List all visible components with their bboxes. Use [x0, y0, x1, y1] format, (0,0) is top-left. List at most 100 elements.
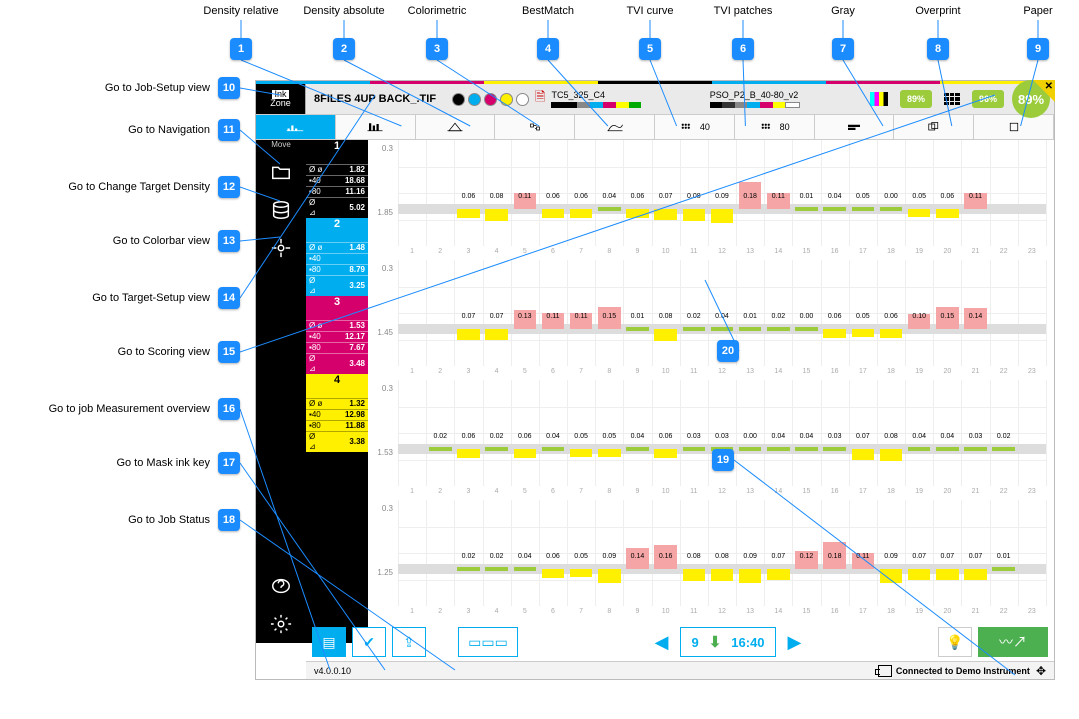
ink-block-1[interactable]: Ø ø1.82▪4018.68▪8011.16Ø ⊿5.02	[306, 158, 368, 218]
callout-num-3: 3	[426, 38, 448, 60]
callout-label-9: Paper	[988, 5, 1079, 17]
cmyk-icon	[870, 92, 888, 106]
view-tabs: 4080	[256, 114, 1054, 140]
ink-header-2: 2	[306, 218, 368, 236]
tab-gray[interactable]	[815, 115, 895, 139]
callout-label-6: TVI patches	[693, 5, 793, 17]
callout-num-8: 8	[927, 38, 949, 60]
callout-num-2: 2	[333, 38, 355, 60]
callout-label-11: Go to Navigation	[0, 124, 210, 136]
crosshair-icon: ✥	[1036, 664, 1046, 678]
version-label: v4.0.0.10	[314, 666, 351, 676]
btn-checklist[interactable]: ▤	[312, 627, 346, 657]
callout-num-17: 17	[218, 452, 240, 474]
profile-2: PSO_P2_B_40-80_v2	[704, 90, 862, 108]
callout-num-14: 14	[218, 287, 240, 309]
callout-num-4: 4	[537, 38, 559, 60]
sidebar: Move	[256, 140, 306, 643]
counter-time: 16:40	[731, 635, 764, 650]
instrument-icon	[878, 665, 892, 677]
ink-block-3[interactable]: Ø ø1.53▪4012.17▪807.67Ø ⊿3.48	[306, 314, 368, 374]
btn-export[interactable]: ⇪	[392, 627, 426, 657]
job-name: 8FILES 4UP BACK_.TIF	[306, 93, 446, 105]
chart-row-3: 0.31.530.020.060.020.060.040.050.050.040…	[368, 380, 1054, 500]
close-icon[interactable]	[1033, 80, 1055, 102]
tab-density-absolute[interactable]	[336, 115, 416, 139]
nav-db-icon[interactable]	[265, 194, 297, 226]
btn-bulb[interactable]: 💡	[938, 627, 972, 657]
tab-density-relative[interactable]	[256, 115, 336, 139]
chart-row-1: 0.31.850.060.080.110.060.060.040.060.070…	[368, 140, 1054, 260]
btn-approve[interactable]: ✔	[352, 627, 386, 657]
chart-row-2: 0.31.450.070.070.130.110.110.150.010.080…	[368, 260, 1054, 380]
nav-target-icon[interactable]	[265, 232, 297, 264]
ink-column: 1Ø ø1.82▪4018.68▪8011.16Ø ⊿5.022Ø ø1.48▪…	[306, 140, 368, 643]
callout-num-6: 6	[732, 38, 754, 60]
btn-measure[interactable]: 〰↗	[978, 627, 1048, 657]
score-badge-1: 89%	[900, 90, 932, 108]
callout-label-16: Go to job Measurement overview	[0, 403, 210, 415]
nav-settings-icon[interactable]	[265, 608, 297, 640]
callout-num-5: 5	[639, 38, 661, 60]
status-text: Connected to Demo Instrument	[896, 666, 1030, 676]
ink-block-2[interactable]: Ø ø1.48▪40▪808.79Ø ⊿3.25	[306, 236, 368, 296]
callout-num-19: 19	[712, 449, 734, 471]
file-icon: 🗎	[535, 88, 545, 110]
callout-num-12: 12	[218, 176, 240, 198]
callout-num-11: 11	[218, 119, 240, 141]
chart-row-4: 0.31.250.020.020.040.060.050.090.140.160…	[368, 500, 1054, 620]
measurement-counter[interactable]: 9 ⬇ 16:40	[680, 627, 775, 657]
btn-colorbar[interactable]: ▭▭▭	[458, 627, 518, 657]
callout-label-13: Go to Colorbar view	[0, 235, 210, 247]
grid-icon	[944, 93, 960, 105]
status-bar: v4.0.0.10 Connected to Demo Instrument ✥	[306, 661, 1054, 679]
tab-tvi-40[interactable]: 40	[655, 115, 735, 139]
callout-label-5: TVI curve	[600, 5, 700, 17]
callout-num-13: 13	[218, 230, 240, 252]
callout-num-18: 18	[218, 509, 240, 531]
callout-label-8: Overprint	[888, 5, 988, 17]
callout-label-7: Gray	[793, 5, 893, 17]
tab-tvi-curve[interactable]	[575, 115, 655, 139]
callout-num-9: 9	[1027, 38, 1049, 60]
ink-block-4[interactable]: Ø ø1.32▪4012.98▪8011.88Ø ⊿3.38	[306, 392, 368, 452]
callout-label-4: BestMatch	[498, 5, 598, 17]
callout-label-18: Go to Job Status	[0, 514, 210, 526]
callout-num-1: 1	[230, 38, 252, 60]
callout-num-10: 10	[218, 77, 240, 99]
next-arrow-icon[interactable]: ▶	[782, 632, 808, 653]
callout-label-2: Density absolute	[294, 5, 394, 17]
nav-help-icon[interactable]	[265, 570, 297, 602]
callout-label-3: Colorimetric	[387, 5, 487, 17]
ink-swatches	[446, 93, 535, 106]
callout-label-14: Go to Target-Setup view	[0, 292, 210, 304]
prev-arrow-icon[interactable]: ◀	[649, 632, 675, 653]
callout-label-10: Go to Job-Setup view	[0, 82, 210, 94]
nav-folder-icon[interactable]	[265, 156, 297, 188]
bottom-toolbar: ▤ ✔ ⇪ ▭▭▭ ◀ 9 ⬇ 16:40 ▶ 💡 〰↗	[306, 623, 1054, 661]
callout-label-1: Density relative	[191, 5, 291, 17]
callout-num-20: 20	[717, 340, 739, 362]
callout-num-7: 7	[832, 38, 854, 60]
ink-header-3: 3	[306, 296, 368, 314]
tab-colorimetric[interactable]	[416, 115, 496, 139]
tab-paper[interactable]	[974, 115, 1054, 139]
app-logo: InkZone	[256, 84, 306, 114]
callout-label-15: Go to Scoring view	[0, 346, 210, 358]
profile-1: TC5_325_C4	[545, 90, 703, 108]
ink-header-1: 1	[306, 140, 368, 158]
callout-num-16: 16	[218, 398, 240, 420]
accent-bar	[256, 81, 1054, 84]
tab-tvi-80[interactable]: 80	[735, 115, 815, 139]
tab-overprint[interactable]	[894, 115, 974, 139]
score-badge-2: 96%	[972, 90, 1004, 108]
chart-area: 0.31.850.060.080.110.060.060.040.060.070…	[368, 140, 1054, 643]
move-label: Move	[271, 140, 291, 149]
ink-header-4: 4	[306, 374, 368, 392]
download-icon: ⬇	[709, 633, 722, 651]
tab-bestmatch[interactable]	[495, 115, 575, 139]
profile-2-name: PSO_P2_B_40-80_v2	[710, 90, 799, 100]
title-bar: InkZone 8FILES 4UP BACK_.TIF 🗎 TC5_325_C…	[256, 84, 1054, 114]
profile-1-name: TC5_325_C4	[551, 90, 605, 100]
callout-num-15: 15	[218, 341, 240, 363]
